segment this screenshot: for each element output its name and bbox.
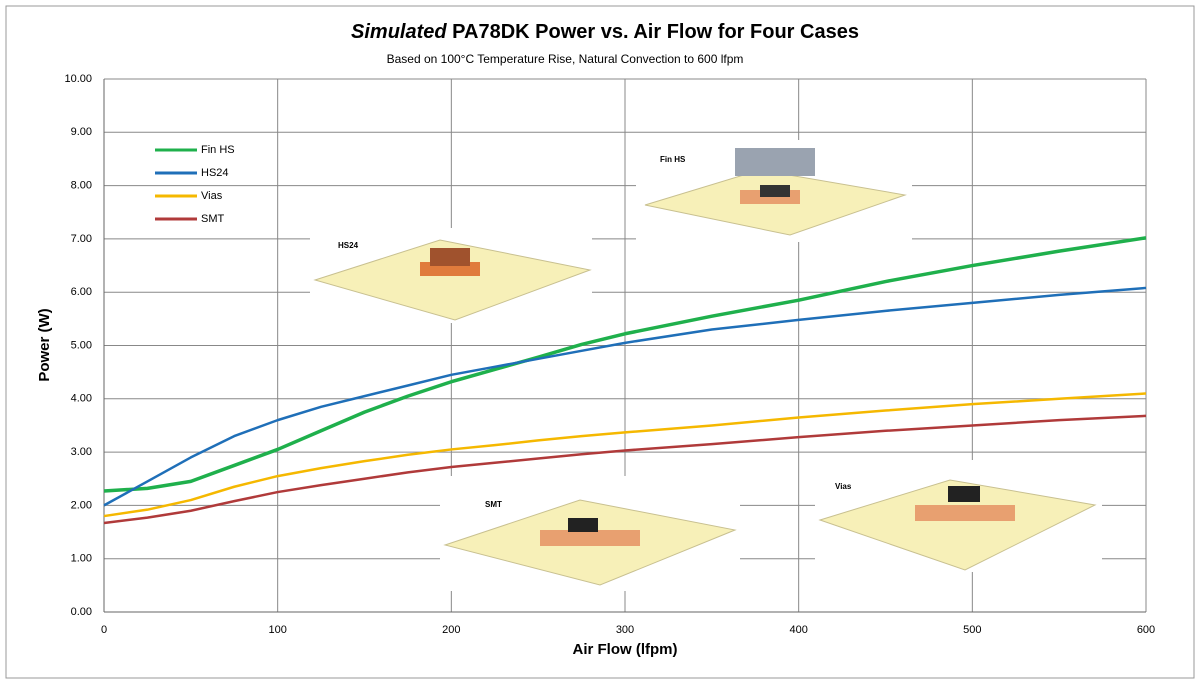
data-line	[103, 236, 1147, 493]
data-line	[103, 392, 1147, 518]
inset-component	[430, 248, 470, 266]
legend-label: HS24	[201, 167, 229, 179]
y-tick-label: 4.00	[71, 393, 92, 405]
legend-label: Fin HS	[201, 144, 235, 156]
x-tick-label: 500	[963, 624, 981, 636]
x-tick-label: 100	[268, 624, 286, 636]
x-axis-label: Air Flow (lfpm)	[573, 641, 678, 658]
x-tick-label: 600	[1137, 624, 1155, 636]
y-tick-label: 5.00	[71, 339, 92, 351]
y-tick-label: 1.00	[71, 553, 92, 565]
y-tick-label: 2.00	[71, 499, 92, 511]
inset-label: Fin HS	[660, 155, 686, 164]
legend-label: SMT	[201, 213, 225, 225]
chart-title: Simulated PA78DK Power vs. Air Flow for …	[351, 21, 859, 43]
y-tick-label: 3.00	[71, 446, 92, 458]
y-tick-label: 7.00	[71, 233, 92, 245]
title-prefix: Simulated	[351, 21, 447, 43]
inset-component	[735, 148, 815, 176]
title-text: PA78DK Power vs. Air Flow for Four Cases	[452, 21, 859, 43]
inset-label: Vias	[835, 482, 852, 491]
inset-label: SMT	[485, 500, 502, 509]
legend-label: Vias	[201, 190, 223, 202]
x-tick-label: 400	[789, 624, 807, 636]
x-tick-label: 300	[616, 624, 634, 636]
y-tick-label: 0.00	[71, 606, 92, 618]
inset-component	[540, 530, 640, 546]
y-tick-label: 6.00	[71, 286, 92, 298]
x-tick-label: 200	[442, 624, 460, 636]
inset-component	[915, 505, 1015, 521]
y-tick-label: 10.00	[64, 73, 92, 85]
inset-label: HS24	[338, 241, 359, 250]
inset-component	[948, 486, 980, 502]
y-axis-label: Power (W)	[36, 308, 53, 381]
inset-component	[568, 518, 598, 532]
inset-board	[313, 239, 592, 321]
data-line	[103, 414, 1147, 525]
inset-component	[760, 185, 790, 197]
inset-board	[818, 479, 1097, 571]
chart-subtitle: Based on 100°C Temperature Rise, Natural…	[387, 52, 744, 66]
y-tick-label: 9.00	[71, 126, 92, 138]
data-line	[103, 286, 1147, 507]
x-tick-label: 0	[101, 624, 107, 636]
y-tick-label: 8.00	[71, 180, 92, 192]
